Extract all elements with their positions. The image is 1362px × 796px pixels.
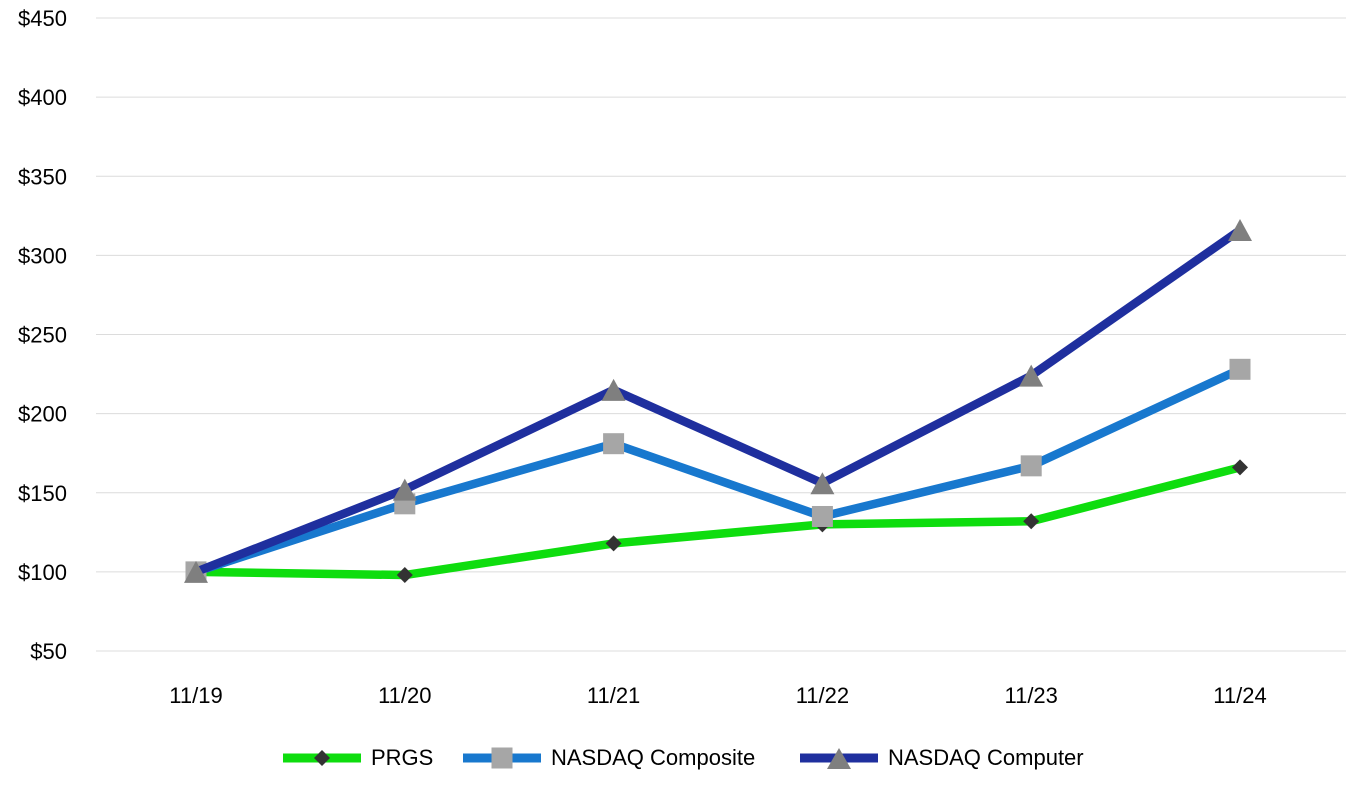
nasdaq-composite-line [191,365,1245,577]
nasdaq-computer-triangle-marker-icon [601,378,626,401]
nasdaq-computer-triangle-marker-icon [1228,219,1252,242]
prgs-diamond-marker-icon [605,535,622,552]
y-axis-tick-label: $350 [18,164,67,189]
nasdaq-computer-triangle-marker-icon [392,478,417,501]
y-axis-tick-label: $400 [18,85,67,110]
nasdaq-computer-triangle-marker-icon [810,472,835,495]
y-axis-tick-label: $150 [18,481,67,506]
x-axis-tick-label: 11/23 [1004,683,1057,708]
y-axis-tick-label: $50 [30,639,67,664]
prgs-diamond-marker-icon [1023,513,1040,530]
y-axis-tick-label: $200 [18,402,67,427]
x-axis-tick-label: 11/19 [169,683,222,708]
x-axis-tick-label: 11/24 [1213,683,1266,708]
y-axis-tick-label: $450 [18,6,67,31]
prgs-diamond-marker-icon [1232,459,1248,476]
nasdaq-composite-square-marker-icon [811,505,833,527]
x-axis-tick-label: 11/22 [796,683,849,708]
x-axis-tick-label: 11/21 [587,683,640,708]
x-axis-tick-label: 11/20 [378,683,431,708]
prgs-diamond-marker-icon [396,567,413,584]
y-axis-tick-label: $300 [18,243,67,268]
nasdaq-composite-square-marker-icon [603,433,625,455]
nasdaq-computer-triangle-marker-icon [184,560,208,583]
nasdaq-composite-square-marker-icon [1229,358,1251,380]
nasdaq-computer-triangle-marker-icon [1019,364,1044,387]
y-axis-tick-label: $100 [18,560,67,585]
nasdaq-composite-square-marker-icon [1020,455,1042,477]
prgs-line [191,463,1245,580]
nasdaq-computer-line [191,225,1245,577]
y-axis-tick-label: $250 [18,323,67,348]
